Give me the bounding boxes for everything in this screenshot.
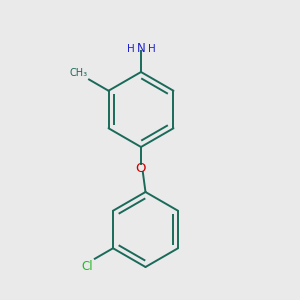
- Text: Cl: Cl: [82, 260, 93, 273]
- Text: N: N: [136, 42, 146, 55]
- Text: CH₃: CH₃: [69, 68, 88, 78]
- Text: O: O: [136, 161, 146, 175]
- Text: H: H: [148, 44, 155, 54]
- Text: H: H: [127, 44, 134, 54]
